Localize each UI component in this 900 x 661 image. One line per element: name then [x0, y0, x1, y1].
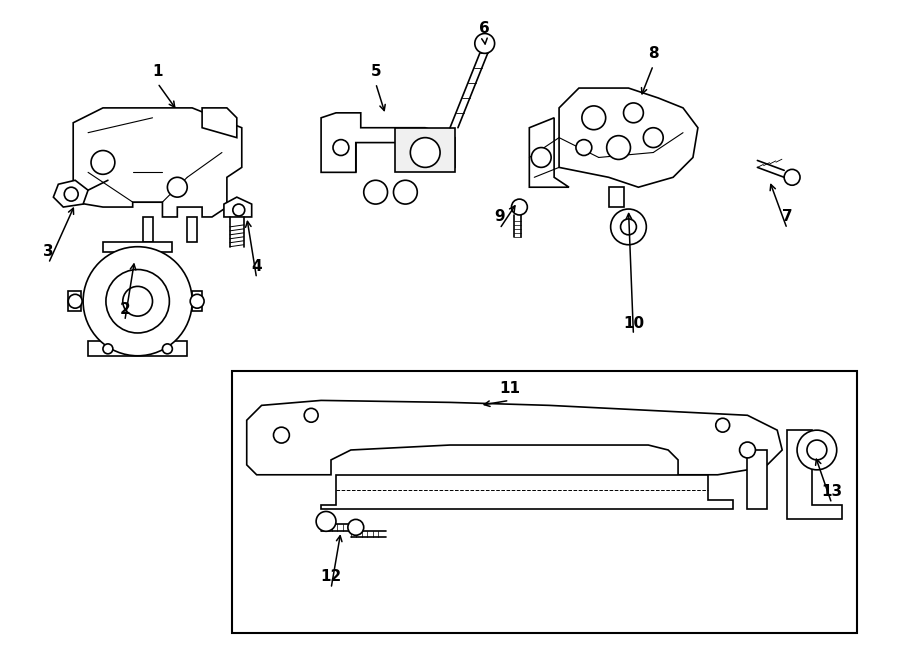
Polygon shape: [247, 401, 782, 475]
Polygon shape: [73, 108, 242, 217]
Text: 6: 6: [480, 21, 491, 36]
Circle shape: [716, 418, 730, 432]
Circle shape: [316, 512, 336, 531]
Circle shape: [103, 344, 112, 354]
Polygon shape: [142, 217, 152, 242]
Circle shape: [475, 34, 495, 54]
Circle shape: [531, 147, 551, 167]
Circle shape: [83, 247, 193, 356]
Polygon shape: [68, 292, 81, 311]
Polygon shape: [193, 292, 202, 311]
Bar: [351, 412, 385, 422]
Text: 3: 3: [43, 244, 54, 259]
Circle shape: [410, 137, 440, 167]
Circle shape: [364, 180, 388, 204]
Polygon shape: [103, 242, 173, 252]
Circle shape: [274, 427, 290, 443]
Circle shape: [333, 139, 349, 155]
Circle shape: [807, 440, 827, 460]
Circle shape: [64, 187, 78, 201]
Polygon shape: [187, 217, 197, 242]
Circle shape: [304, 408, 318, 422]
Polygon shape: [321, 113, 455, 173]
Circle shape: [610, 209, 646, 245]
Circle shape: [167, 177, 187, 197]
Text: 2: 2: [120, 301, 130, 317]
Bar: [232, 371, 857, 633]
Circle shape: [740, 442, 755, 458]
Bar: [648, 420, 658, 432]
Text: 8: 8: [648, 46, 659, 61]
Polygon shape: [559, 88, 698, 187]
Bar: [400, 412, 435, 422]
Circle shape: [511, 199, 527, 215]
Circle shape: [607, 136, 631, 159]
Circle shape: [91, 151, 115, 175]
Bar: [628, 420, 638, 432]
Circle shape: [68, 294, 82, 308]
Polygon shape: [88, 341, 187, 356]
Polygon shape: [224, 197, 252, 217]
Polygon shape: [53, 180, 88, 207]
Text: 12: 12: [320, 569, 342, 584]
Bar: [549, 420, 559, 432]
Text: 7: 7: [782, 210, 793, 225]
Text: 4: 4: [251, 259, 262, 274]
Circle shape: [106, 270, 169, 333]
Circle shape: [190, 294, 204, 308]
Bar: [450, 412, 485, 422]
Text: 1: 1: [152, 63, 163, 79]
Polygon shape: [395, 128, 455, 173]
Circle shape: [797, 430, 837, 470]
Polygon shape: [321, 475, 733, 510]
Text: 13: 13: [821, 484, 842, 499]
Circle shape: [122, 286, 152, 316]
Circle shape: [644, 128, 663, 147]
Text: 10: 10: [623, 315, 644, 330]
Text: 11: 11: [499, 381, 520, 396]
Text: 9: 9: [494, 210, 505, 225]
Circle shape: [348, 520, 364, 535]
Circle shape: [621, 219, 636, 235]
Polygon shape: [202, 108, 237, 137]
Bar: [598, 420, 608, 432]
Text: 5: 5: [370, 63, 381, 79]
Circle shape: [624, 103, 644, 123]
Circle shape: [784, 169, 800, 185]
Circle shape: [576, 139, 592, 155]
Circle shape: [393, 180, 418, 204]
Circle shape: [162, 344, 173, 354]
Circle shape: [233, 204, 245, 216]
Bar: [663, 420, 673, 432]
Polygon shape: [788, 430, 842, 520]
Polygon shape: [529, 118, 569, 187]
Polygon shape: [748, 450, 768, 510]
Polygon shape: [608, 187, 624, 207]
Circle shape: [582, 106, 606, 130]
